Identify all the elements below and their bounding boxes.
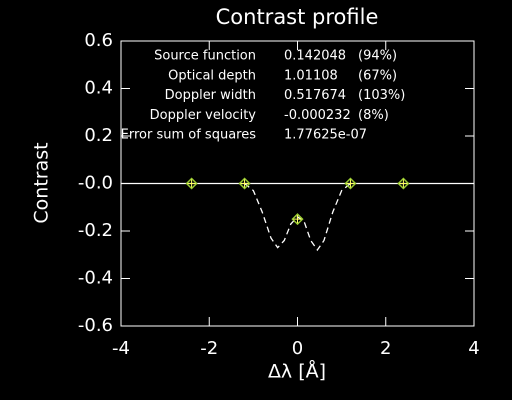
annotation-value: 1.01108 [284, 68, 338, 83]
annotation-label: Optical depth [168, 68, 256, 83]
annotation-label: Doppler velocity [150, 108, 257, 123]
x-tick-label: -2 [200, 338, 218, 359]
data-point-cross [293, 215, 302, 224]
y-tick-label: -0.0 [78, 173, 113, 194]
y-tick-label: 0.6 [84, 30, 113, 51]
data-point [344, 177, 357, 190]
annotation-value: 0.142048 [284, 49, 346, 64]
annotation-percent: (67%) [358, 68, 397, 83]
annotation-percent: (103%) [358, 88, 405, 103]
y-tick-label: -0.4 [78, 268, 113, 289]
annotation-label: Error sum of squares [121, 128, 257, 143]
x-axis-title: Δλ [Å] [268, 360, 326, 383]
data-point [397, 177, 410, 190]
data-point-cross [346, 179, 355, 188]
y-tick-label: 0.2 [84, 125, 113, 146]
data-point-cross [399, 179, 408, 188]
x-tick-label: 4 [468, 338, 479, 359]
annotation-percent: (94%) [358, 49, 397, 64]
data-point [291, 213, 304, 226]
annotation-percent: (8%) [358, 108, 389, 123]
y-tick-label: -0.2 [78, 220, 113, 241]
data-point-cross [187, 179, 196, 188]
x-tick-label: 2 [380, 338, 391, 359]
chart-title: Contrast profile [216, 5, 379, 29]
y-axis-title: Contrast [31, 142, 53, 223]
x-tick-label: -4 [112, 338, 130, 359]
annotation-value: 0.517674 [284, 88, 346, 103]
data-point [185, 177, 198, 190]
data-point-cross [240, 179, 249, 188]
annotation-label: Doppler width [165, 88, 256, 103]
data-point [238, 177, 251, 190]
y-tick-label: -0.6 [78, 315, 113, 336]
y-tick-label: 0.4 [84, 78, 113, 99]
annotation-label: Source function [154, 49, 256, 64]
annotation-value: 1.77625e-07 [284, 128, 367, 143]
x-tick-label: 0 [292, 338, 303, 359]
annotation-value: -0.000232 [284, 108, 351, 123]
